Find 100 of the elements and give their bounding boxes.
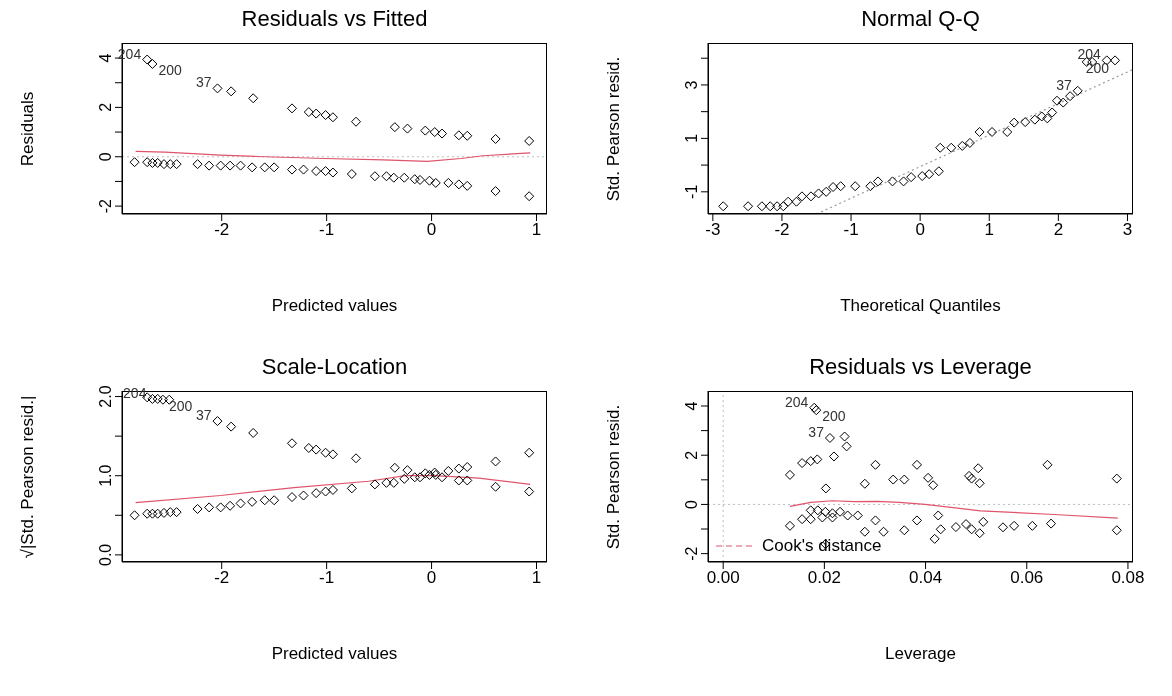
point: [797, 458, 808, 469]
x-tick-label: 0: [426, 568, 437, 588]
point: [805, 456, 816, 467]
point: [351, 453, 362, 464]
x-tick-label: 0: [915, 220, 925, 240]
point: [320, 110, 331, 121]
x-tick-label: 0.06: [1010, 568, 1044, 588]
x-axis-title: Predicted values: [270, 296, 399, 316]
point: [813, 188, 824, 199]
point: [899, 474, 910, 485]
y-tick-label: 1: [683, 133, 700, 143]
point: [997, 522, 1008, 533]
y-tick-label: 0: [97, 152, 114, 162]
point: [420, 468, 431, 479]
y-axis-title: Std. Pearson resid.: [604, 56, 624, 201]
point: [192, 503, 203, 514]
annotation: 200: [168, 397, 193, 414]
point: [929, 533, 940, 544]
point: [524, 447, 535, 458]
point: [812, 505, 823, 516]
point: [1058, 97, 1069, 108]
point: [351, 116, 362, 127]
chart-title: Normal Q-Q: [860, 6, 981, 32]
point: [453, 130, 464, 141]
x-tick-label: 0: [426, 220, 437, 240]
point: [165, 507, 176, 518]
point: [870, 515, 881, 526]
point: [859, 526, 870, 537]
point: [935, 142, 946, 153]
point: [147, 157, 158, 168]
point: [1002, 126, 1013, 137]
point: [402, 465, 413, 476]
point: [346, 169, 357, 180]
point: [287, 103, 297, 114]
point: [842, 510, 853, 521]
line-series: [135, 150, 531, 163]
point: [389, 462, 400, 473]
point: [974, 126, 985, 137]
point: [215, 502, 226, 513]
legend-label: Cook's distance: [762, 536, 882, 556]
x-tick-label: 2: [1053, 220, 1064, 240]
point: [462, 130, 473, 141]
point: [287, 164, 297, 175]
point: [964, 137, 975, 148]
x-tick-label: -1: [319, 220, 335, 240]
point: [973, 463, 984, 474]
point: [820, 506, 831, 517]
point: [158, 159, 169, 170]
point: [924, 169, 935, 180]
point: [147, 508, 158, 519]
point: [852, 510, 863, 521]
y-axis-title: Residuals: [18, 91, 38, 166]
point: [399, 473, 410, 484]
point: [388, 477, 399, 488]
point: [453, 463, 464, 474]
point: [923, 472, 934, 483]
point: [835, 181, 846, 192]
x-axis-title: Theoretical Quantiles: [839, 296, 1002, 316]
point: [443, 177, 454, 188]
point: [129, 510, 140, 521]
annotation: 200: [158, 61, 182, 78]
point: [828, 451, 839, 462]
x-tick-label: -1: [319, 568, 335, 588]
point: [878, 526, 889, 537]
point: [204, 502, 215, 513]
point: [796, 191, 807, 202]
point: [437, 128, 448, 139]
point: [1111, 525, 1122, 536]
point: [409, 472, 420, 483]
point: [311, 444, 322, 455]
point: [899, 525, 910, 536]
point: [327, 167, 338, 178]
y-tick-label: 3: [683, 80, 700, 90]
point: [259, 162, 270, 173]
point: [490, 186, 501, 197]
y-tick-label: 0.0: [97, 543, 114, 566]
point: [320, 166, 331, 177]
point: [226, 421, 237, 432]
point: [303, 107, 314, 118]
x-tick-label: 1: [984, 220, 994, 240]
point: [152, 393, 163, 404]
point: [269, 162, 280, 173]
point: [225, 160, 236, 171]
point: [1042, 113, 1053, 124]
point: [778, 201, 789, 212]
point: [966, 524, 977, 535]
point: [888, 474, 899, 485]
point: [950, 522, 961, 533]
point: [235, 160, 246, 171]
point: [835, 506, 846, 517]
point: [805, 191, 816, 202]
point: [1009, 117, 1020, 128]
point: [805, 505, 816, 516]
point: [430, 177, 441, 188]
point: [756, 201, 767, 212]
point: [791, 196, 802, 207]
point: [327, 449, 338, 460]
point: [743, 201, 754, 212]
point: [287, 438, 297, 449]
x-tick-label: -2: [214, 568, 230, 588]
